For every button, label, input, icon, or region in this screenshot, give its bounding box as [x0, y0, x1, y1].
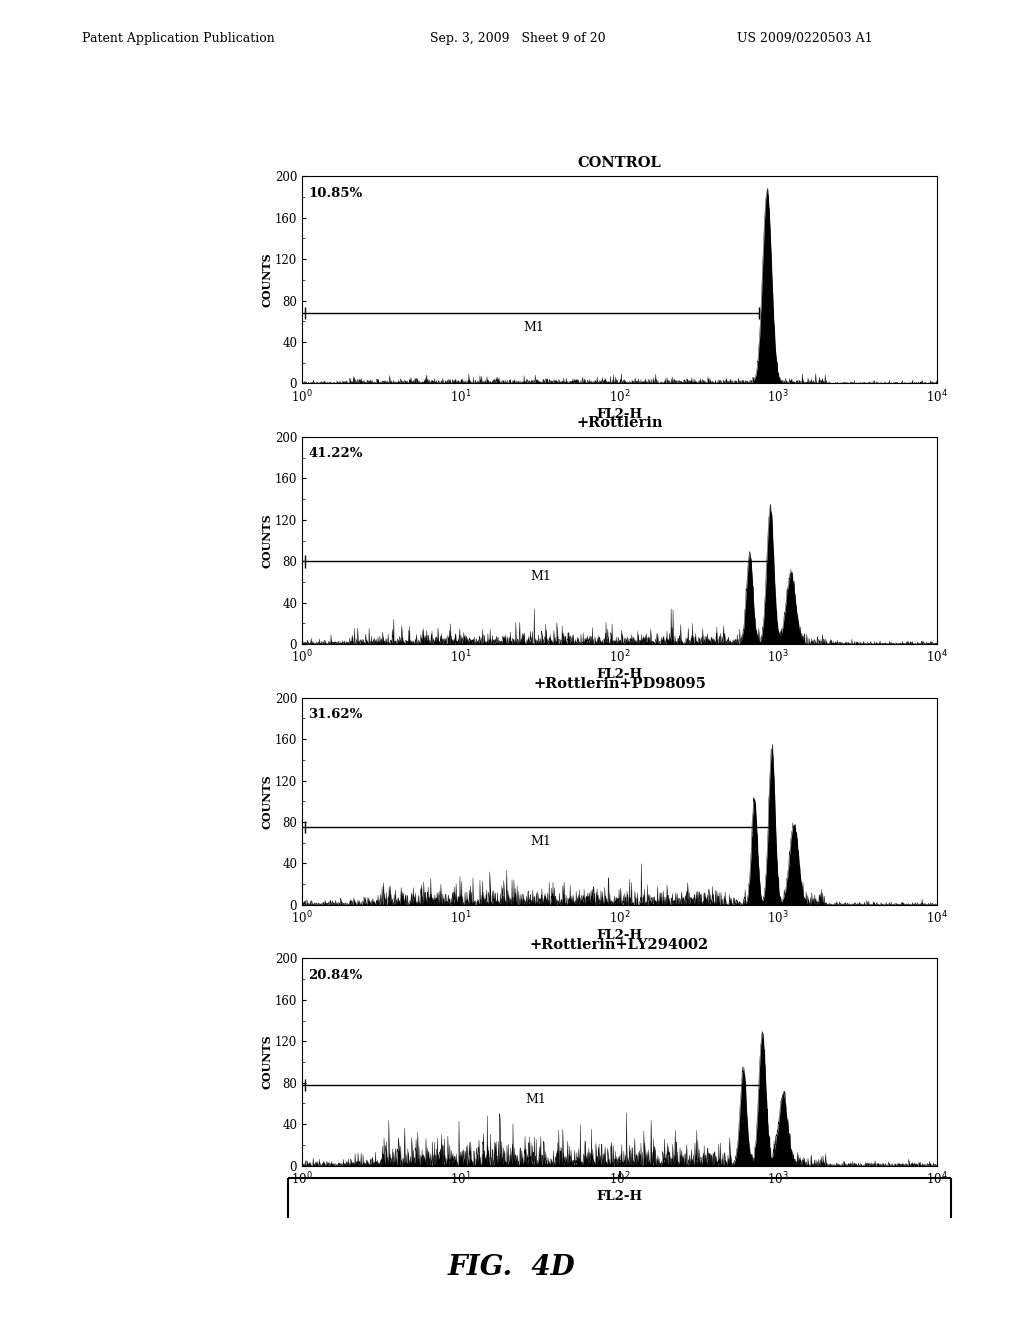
X-axis label: FL2-H: FL2-H [596, 668, 643, 681]
Text: CONTROL: CONTROL [578, 156, 662, 170]
Text: M1: M1 [525, 1093, 546, 1106]
Text: 41.22%: 41.22% [308, 447, 362, 461]
Text: Patent Application Publication: Patent Application Publication [82, 32, 274, 45]
Text: US 2009/0220503 A1: US 2009/0220503 A1 [737, 32, 872, 45]
X-axis label: FL2-H: FL2-H [596, 408, 643, 421]
Text: M1: M1 [530, 570, 552, 582]
Y-axis label: COUNTS: COUNTS [261, 252, 272, 308]
Text: +Rottlerin+PD98095: +Rottlerin+PD98095 [534, 677, 706, 692]
Text: 20.84%: 20.84% [308, 969, 362, 982]
Text: +Rottlerin: +Rottlerin [577, 416, 663, 430]
Text: M1: M1 [523, 321, 545, 334]
Y-axis label: COUNTS: COUNTS [261, 513, 272, 568]
Y-axis label: COUNTS: COUNTS [261, 774, 272, 829]
Text: FIG.  4D: FIG. 4D [449, 1254, 575, 1280]
Text: +Rottlerin+LY294002: +Rottlerin+LY294002 [529, 937, 710, 952]
X-axis label: FL2-H: FL2-H [596, 929, 643, 942]
Text: 31.62%: 31.62% [308, 708, 362, 721]
Text: M1: M1 [530, 836, 552, 849]
Y-axis label: COUNTS: COUNTS [261, 1035, 272, 1089]
X-axis label: FL2-H: FL2-H [596, 1189, 643, 1203]
Text: 10.85%: 10.85% [308, 186, 362, 199]
Text: Sep. 3, 2009   Sheet 9 of 20: Sep. 3, 2009 Sheet 9 of 20 [430, 32, 606, 45]
